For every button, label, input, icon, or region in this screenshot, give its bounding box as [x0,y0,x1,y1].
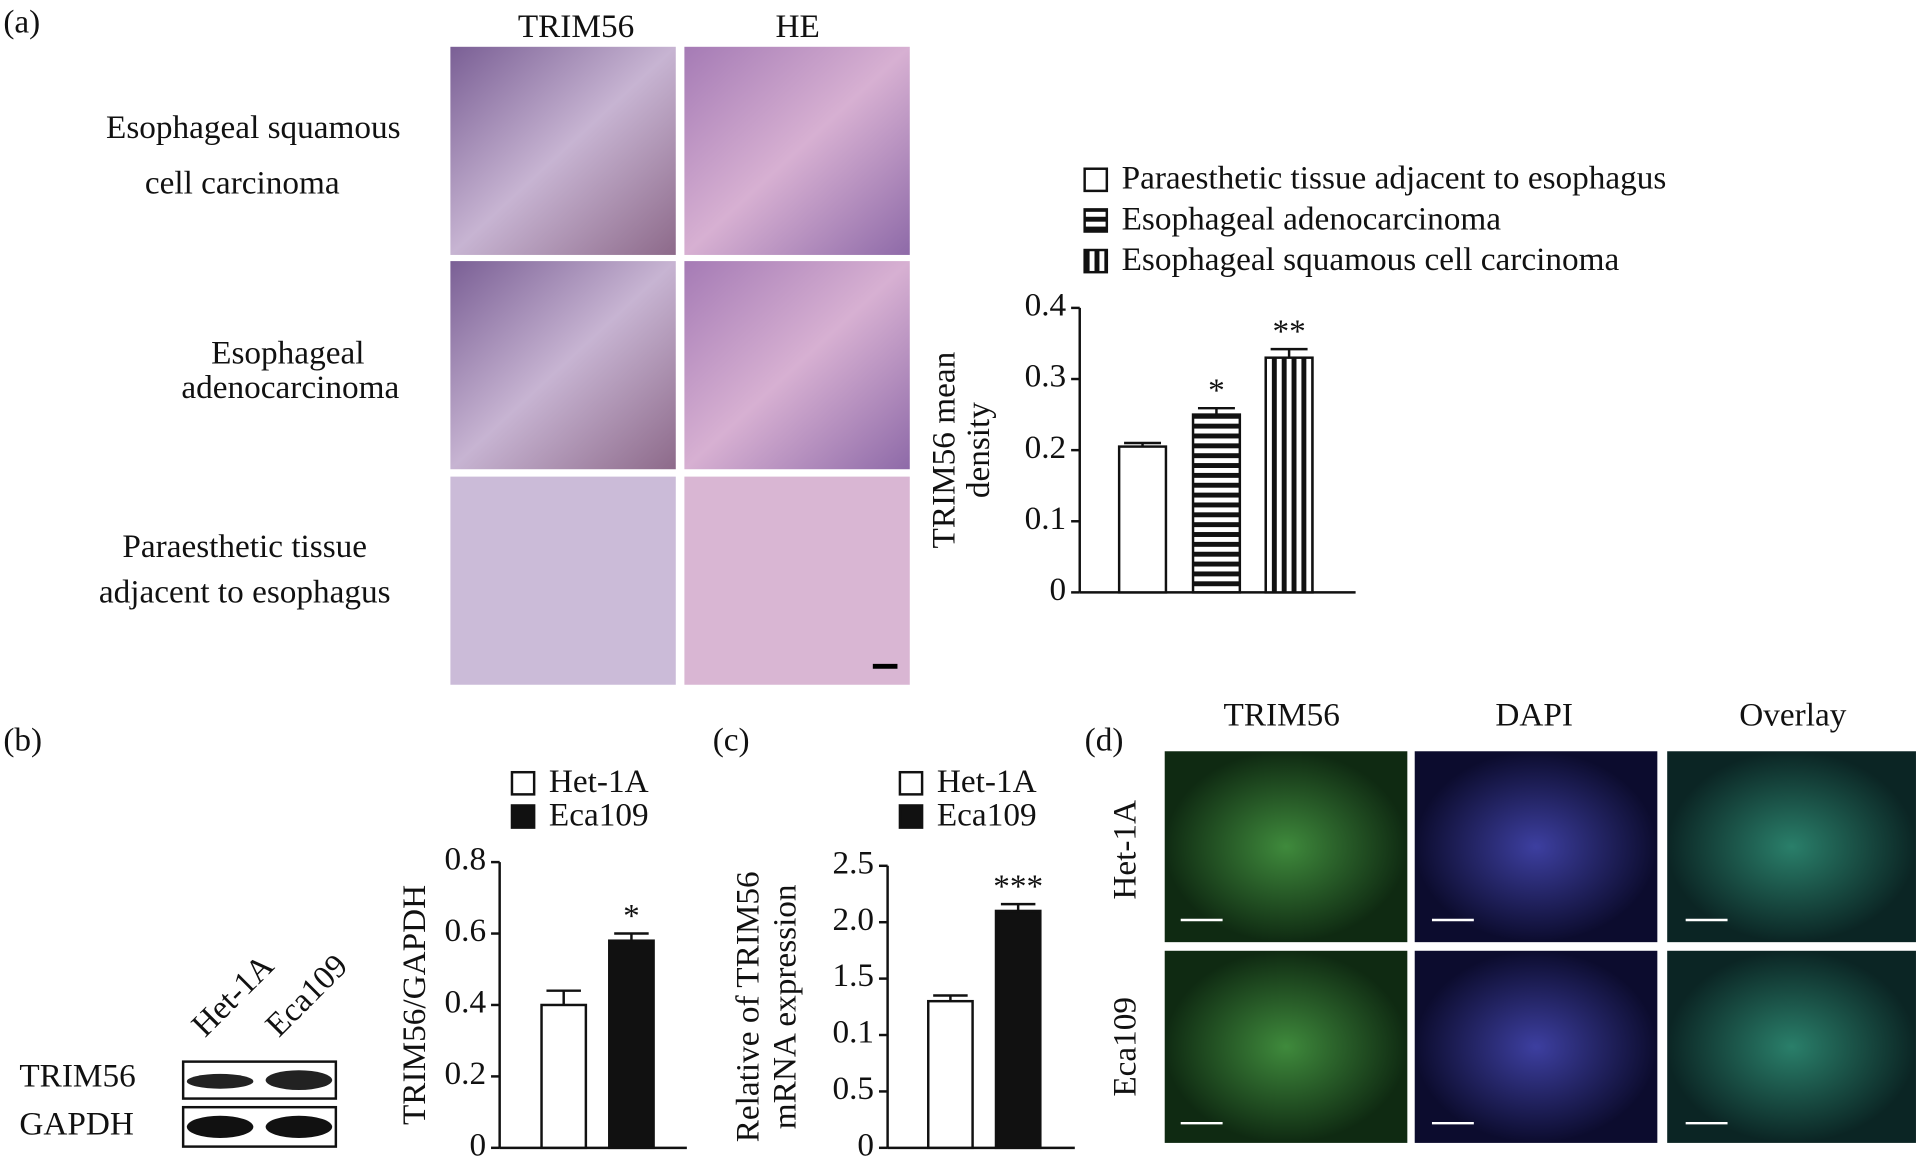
image [684,46,910,255]
y-tick-label: 0.2 [1025,429,1067,466]
column-header: DAPI [1495,697,1573,734]
legend-label: Paraesthetic tissue adjacent to esophagu… [1122,160,1667,197]
image [1414,950,1658,1143]
row-label: adenocarcinoma [181,369,399,406]
y-tick-label: 0.6 [445,912,487,949]
row-label: Esophageal squamous [106,109,401,146]
band [186,1073,254,1089]
image [450,261,676,470]
band-label: GAPDH [19,1106,134,1143]
image [1414,751,1658,943]
legend-label: Esophageal adenocarcinoma [1122,200,1502,237]
row-label: adjacent to esophagus [99,573,391,610]
bar [608,939,655,1150]
y-axis-label: Relative of TRIM56 [730,871,767,1142]
y-tick-label: 0.5 [832,1070,874,1107]
row-label: cell carcinoma [145,165,340,202]
legend-swatch [898,804,924,829]
y-tick-label: 2.0 [832,901,874,938]
y-tick-label: 0.8 [445,841,487,878]
panel-label: (b) [3,721,42,758]
image [1164,751,1408,943]
legend-swatch [1083,248,1109,274]
y-tick-label: 0.4 [1025,287,1067,324]
band [265,1070,333,1090]
bar [1191,413,1242,594]
y-tick-label: 0 [1050,571,1067,608]
micrographs [450,46,910,685]
fluorescence-images [1164,751,1916,1143]
bar [540,1003,588,1150]
y-tick-label: 0.1 [832,1014,874,1051]
column-header: HE [776,8,820,45]
column-header: TRIM56 [1224,697,1340,734]
row-label: Esophageal [211,335,364,372]
significance: * [1208,372,1225,409]
row-label: Eca109 [1106,997,1143,1097]
panel-label: (c) [713,721,750,758]
bar [1264,356,1314,594]
significance: ** [1272,313,1305,350]
significance: * [623,897,640,934]
legend-label: Eca109 [549,796,649,833]
column-header: TRIM56 [518,8,634,45]
y-tick-label: 2.5 [832,844,874,881]
y-tick-label: 0.2 [445,1055,487,1092]
legend-label: Esophageal squamous cell carcinoma [1122,241,1620,278]
row-label: Paraesthetic tissue [122,528,367,565]
y-axis-label: density [960,402,997,498]
band [265,1115,333,1138]
y-axis-label: TRIM56/GAPDH [396,885,433,1125]
image [1667,751,1916,943]
y-tick-label: 0.4 [445,984,487,1021]
legend-swatch [510,770,536,796]
y-tick-label: 0.3 [1025,358,1067,395]
column-header: Overlay [1739,697,1846,734]
y-axis-label: mRNA expression [766,884,803,1129]
bar [927,999,974,1150]
legend-label: Eca109 [937,796,1037,833]
y-axis-label: TRIM56 mean [925,351,962,548]
image [450,476,676,685]
panel-label: (d) [1085,721,1124,758]
image [1667,950,1916,1143]
blot [181,1060,338,1148]
image [684,261,910,470]
legend-label: Het-1A [937,763,1037,800]
bar [1117,445,1168,594]
y-tick-label: 1.5 [832,957,874,994]
legend-swatch [898,770,924,796]
lane-label: Het-1A [184,947,281,1044]
y-tick-label: 0 [857,1126,874,1163]
legend-swatch [510,804,536,829]
image [1164,950,1408,1143]
image [450,46,676,255]
image [684,476,910,685]
panel-label: (a) [3,3,40,40]
bar [994,909,1042,1150]
y-tick-label: 0.1 [1025,500,1067,537]
y-tick-label: 0 [469,1126,486,1163]
significance: *** [993,868,1043,905]
row-label: Het-1A [1106,800,1143,900]
lane-label: Eca109 [258,947,355,1044]
legend-label: Het-1A [549,763,649,800]
legend-swatch [1083,208,1109,233]
legend-swatch [1083,167,1109,193]
band [186,1115,254,1138]
band-label: TRIM56 [19,1057,135,1094]
